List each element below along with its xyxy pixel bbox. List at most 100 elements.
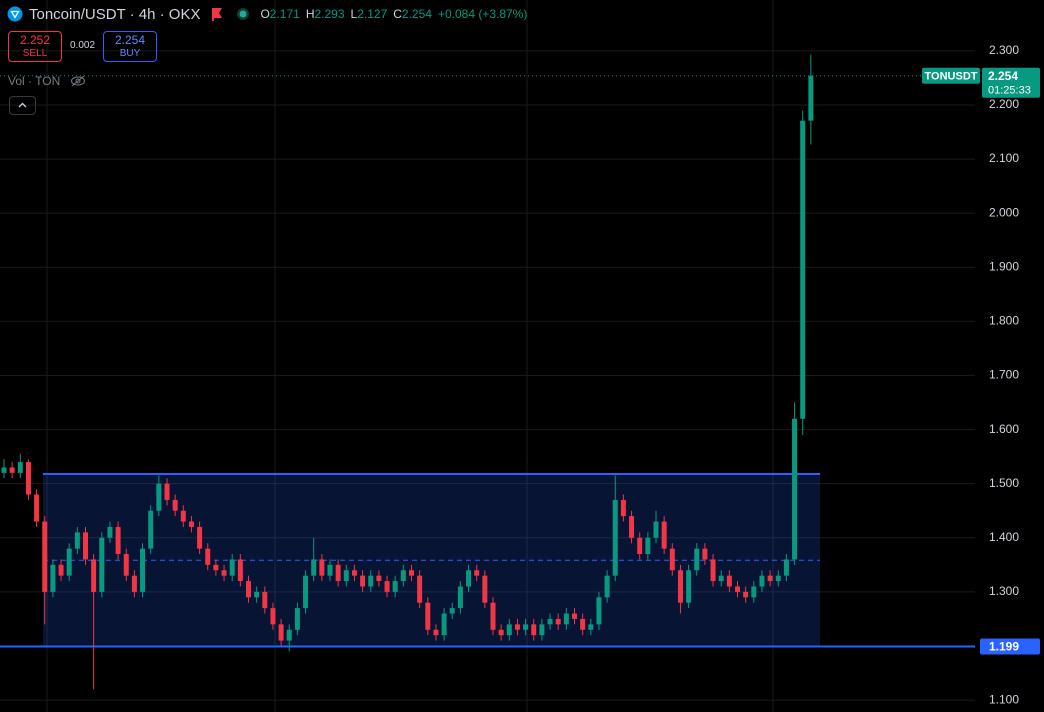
y-tick-label: 2.100 xyxy=(989,151,1019,165)
buy-button[interactable]: 2.254 BUY xyxy=(103,31,157,62)
eye-icon[interactable] xyxy=(70,75,86,87)
candle-body xyxy=(327,564,333,576)
ohlc-value: 2.254 xyxy=(401,7,432,21)
candle-body xyxy=(205,548,211,565)
ohlc-key: H xyxy=(305,7,315,21)
ohlc-item: C2.254 xyxy=(393,7,432,21)
candle-body xyxy=(91,559,97,592)
candle-body xyxy=(718,575,724,582)
candle-body xyxy=(563,613,569,625)
candle-body xyxy=(368,575,374,587)
candle-body xyxy=(74,532,80,549)
ohlc-value: 2.293 xyxy=(314,7,345,21)
candle-body xyxy=(213,564,219,571)
y-tick-label: 2.000 xyxy=(989,205,1019,219)
ohlc-item: H2.293 xyxy=(306,7,345,21)
candle-body xyxy=(637,537,643,555)
candle-body xyxy=(669,548,675,571)
symbol-title: Toncoin/USDT · 4h · OKX xyxy=(29,5,201,23)
candle-body xyxy=(384,581,390,592)
ohlc: O2.171 H2.293 L2.127 C2.254 +0.084 (+3.87%) xyxy=(260,7,527,21)
candle-body xyxy=(792,418,798,560)
candle-body xyxy=(148,510,154,549)
candle-body xyxy=(441,613,447,636)
candle-body xyxy=(653,521,659,538)
candle-body xyxy=(335,564,341,582)
candle-body xyxy=(726,575,732,587)
candle-body xyxy=(620,499,626,517)
price-badge xyxy=(982,67,1040,98)
candle-body xyxy=(555,618,561,625)
candle-body xyxy=(661,521,667,549)
ohlc-change: +0.084 (+3.87%) xyxy=(437,7,528,21)
candle-body xyxy=(180,510,186,522)
candle-body xyxy=(221,570,227,576)
candle-body xyxy=(531,624,537,636)
symbol-badge xyxy=(922,67,980,84)
spread: 0.002 xyxy=(70,40,96,51)
chevron-icon xyxy=(18,102,27,108)
support-badge xyxy=(980,638,1040,655)
candle-body xyxy=(735,586,740,592)
candle-body xyxy=(303,575,309,609)
sell-button[interactable]: 2.252 SELL xyxy=(8,31,62,62)
candle-body xyxy=(596,597,602,625)
candle-body xyxy=(286,629,292,641)
candle-body xyxy=(482,575,488,603)
countdown: 01:25:33 xyxy=(988,85,1031,97)
candle-body xyxy=(588,624,594,630)
collapse-button[interactable] xyxy=(9,96,36,115)
candle-body xyxy=(188,521,194,527)
candle-body xyxy=(1,467,7,473)
candle-body xyxy=(270,608,276,625)
y-tick-label: 2.200 xyxy=(989,97,1019,111)
candle-body xyxy=(474,570,480,576)
candle-body xyxy=(17,462,23,473)
ohlc-key: C xyxy=(393,7,402,21)
candle-body xyxy=(140,548,146,592)
y-tick-label: 1.300 xyxy=(989,584,1019,598)
candle-body xyxy=(767,575,773,582)
ohlc-value: 2.171 xyxy=(269,7,300,21)
candle-body xyxy=(237,559,243,582)
y-tick-label: 1.100 xyxy=(989,692,1019,706)
y-tick-label: 1.600 xyxy=(989,422,1019,436)
candle-body xyxy=(409,570,414,576)
volume-legend: Vol · TON xyxy=(8,73,85,88)
flag-icon[interactable] xyxy=(210,7,224,21)
coin-icon xyxy=(7,6,23,22)
y-tick-label: 1.500 xyxy=(989,476,1019,490)
candle-body xyxy=(580,618,586,630)
candle-body xyxy=(506,624,512,636)
candle-body xyxy=(164,483,170,500)
candle-body xyxy=(490,602,496,630)
candle-body xyxy=(83,532,88,560)
candle-body xyxy=(123,554,129,576)
volume-label: Vol · TON xyxy=(8,74,61,88)
candle-body xyxy=(278,624,284,641)
y-tick-label: 1.700 xyxy=(989,368,1019,382)
candle-body xyxy=(604,575,610,598)
candle-body xyxy=(229,559,235,576)
candle-body xyxy=(751,586,757,598)
candle-body xyxy=(572,613,577,619)
candle-body xyxy=(294,608,300,630)
candle-body xyxy=(66,548,72,576)
candle-body xyxy=(710,559,716,582)
candle-body xyxy=(115,526,121,555)
ohlc-item: L2.127 xyxy=(351,7,388,21)
header: Toncoin/USDT · 4h · OKX O2.171 H2.293 L2.1… xyxy=(0,0,527,28)
y-tick-label: 1.800 xyxy=(989,314,1019,328)
candle-body xyxy=(172,499,178,511)
candle-body xyxy=(498,629,504,636)
ohlc-key: L xyxy=(350,7,358,21)
candle-body xyxy=(351,570,357,576)
candle-body xyxy=(547,618,553,625)
price-value: 2.254 xyxy=(988,69,1018,83)
candle-body xyxy=(629,516,635,538)
candle-body xyxy=(466,570,472,587)
candle-body xyxy=(417,575,423,603)
